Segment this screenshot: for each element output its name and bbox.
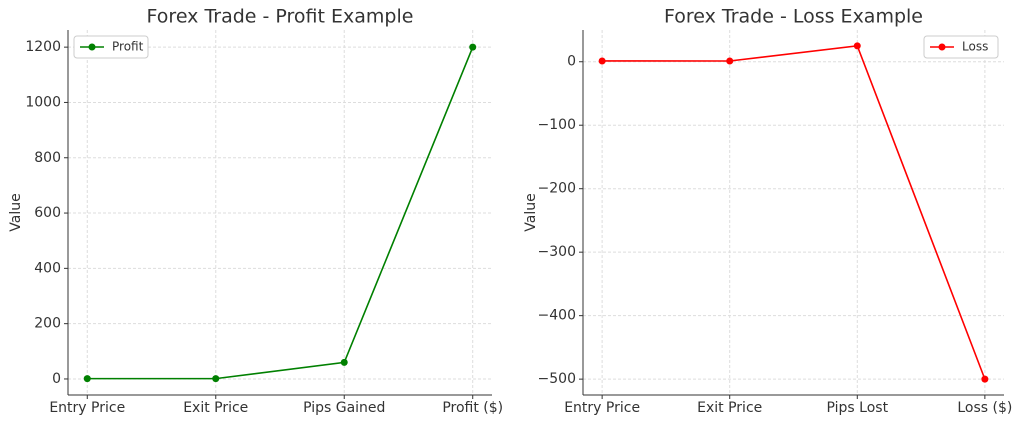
- legend-box: [73, 35, 149, 59]
- y-tick-label: 0: [567, 54, 576, 70]
- y-tick-label: 0: [52, 371, 61, 387]
- point: [340, 358, 348, 366]
- chart-title: Forex Trade - Profit Example: [147, 6, 414, 28]
- y-tick-label: 600: [34, 205, 61, 221]
- x-tick-label: Loss ($): [957, 400, 1012, 416]
- y-axis-label: Value: [523, 193, 539, 231]
- y-tick-label: 800: [34, 150, 61, 166]
- x-tick-label: Pips Gained: [303, 400, 385, 416]
- y-tick-label: −200: [538, 181, 576, 197]
- point: [212, 375, 220, 383]
- y-tick-label: 400: [34, 260, 61, 276]
- legend-marker: [938, 43, 946, 51]
- chart: Forex Trade - Profit Example Value 0 200 400…: [8, 6, 503, 417]
- x-tick-label: Exit Price: [183, 400, 248, 416]
- point: [853, 42, 861, 50]
- chart: Forex Trade - Loss Example Value 0 −100 −200…: [523, 6, 1012, 417]
- y-tick-label: 200: [34, 316, 61, 332]
- legend-label: Profit: [112, 40, 144, 54]
- y-tick-label: −100: [538, 117, 576, 133]
- line-series: [87, 46, 474, 380]
- x-tick-label: Exit Price: [697, 400, 762, 416]
- legend-marker: [88, 43, 96, 51]
- y-tick-label: 1000: [25, 94, 61, 110]
- y-tick-label: −400: [538, 308, 576, 324]
- line-series: [602, 45, 986, 380]
- y-tick-label: −500: [538, 371, 576, 387]
- x-tick-label: Profit ($): [442, 400, 503, 416]
- x-tick-label: Pips Lost: [827, 400, 889, 416]
- x-tick-label: Entry Price: [564, 400, 640, 416]
- legend-label: Loss: [962, 40, 988, 54]
- point: [981, 375, 989, 383]
- y-tick-label: −300: [538, 244, 576, 260]
- point: [83, 375, 91, 383]
- point: [469, 43, 477, 51]
- y-axis-label: Value: [8, 193, 24, 231]
- x-tick-label: Entry Price: [49, 400, 125, 416]
- legend-box: [923, 35, 999, 59]
- chart-title: Forex Trade - Loss Example: [664, 6, 923, 28]
- y-tick-label: 1200: [25, 39, 61, 55]
- point: [598, 57, 606, 65]
- point: [726, 57, 734, 65]
